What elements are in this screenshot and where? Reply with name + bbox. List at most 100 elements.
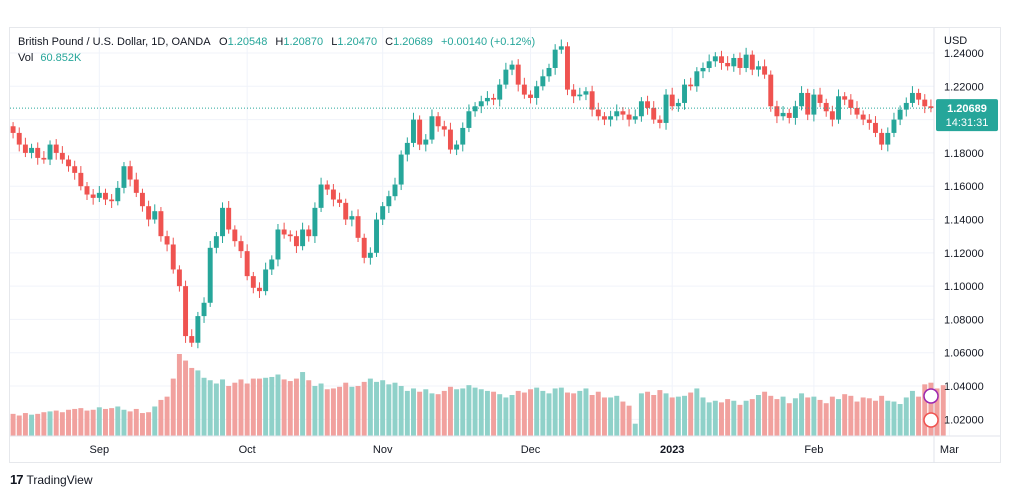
volume-bar	[700, 397, 706, 436]
candle-body	[133, 179, 139, 193]
axes: 1.240001.220001.200001.180001.160001.140…	[10, 28, 1000, 463]
volume-bar	[534, 387, 540, 436]
volume-bar	[909, 390, 915, 436]
candle-body	[454, 144, 460, 150]
volume-bar	[213, 383, 219, 436]
volume-bar	[374, 381, 379, 436]
volume-bar	[96, 407, 102, 436]
candle-body	[164, 236, 170, 245]
volume-bar	[127, 411, 133, 436]
candle-body	[417, 119, 423, 145]
volume-bar	[220, 379, 225, 436]
volume-bar	[183, 360, 189, 436]
volume-bar	[244, 383, 250, 436]
x-tick-label: Mar	[940, 444, 959, 456]
candle-body	[238, 241, 244, 252]
volume-bar	[404, 390, 410, 436]
candle-body	[35, 147, 41, 158]
candle-body	[903, 102, 909, 110]
volume-bar	[842, 394, 848, 436]
volume-bar	[72, 408, 78, 436]
candle-body	[891, 119, 897, 133]
volume-bar	[651, 395, 657, 436]
volume-bar	[589, 395, 595, 436]
candle-body	[811, 94, 817, 115]
symbol-title[interactable]: British Pound / U.S. Dollar, 1D, OANDA	[18, 36, 210, 48]
volume-value: 60.852K	[40, 52, 82, 64]
volume-bar	[922, 384, 928, 436]
candle-body	[318, 184, 324, 208]
volume-bar	[115, 406, 121, 436]
y-tick-label: 1.18000	[944, 148, 984, 160]
candle-body	[528, 94, 533, 98]
candle-body	[429, 116, 435, 140]
change-value: +0.00140 (+0.12%)	[440, 36, 536, 48]
volume-key[interactable]: Vol	[18, 52, 34, 64]
volume-bars	[10, 354, 946, 436]
volume-bar	[478, 389, 484, 436]
tradingview-brand[interactable]: 17 TradingView	[10, 472, 93, 487]
volume-bar	[392, 382, 398, 436]
candle-body	[928, 106, 934, 109]
volume-bar	[608, 397, 614, 436]
candle-body	[195, 316, 201, 343]
candle-body	[189, 336, 195, 343]
candle-body	[700, 67, 706, 72]
volume-bar	[238, 379, 244, 436]
volume-bar	[854, 401, 860, 436]
volume-bar	[540, 390, 546, 436]
candle-body	[792, 106, 798, 118]
candle-body	[250, 276, 256, 288]
volume-bar	[583, 388, 589, 436]
candle-body	[509, 64, 515, 70]
candle-body	[755, 66, 761, 70]
candle-body	[515, 64, 521, 85]
candle-body	[885, 132, 891, 145]
volume-bar	[817, 399, 823, 436]
candle-body	[817, 94, 823, 103]
candle-body	[731, 57, 737, 67]
volume-bar	[472, 387, 478, 436]
volume-bar	[349, 386, 355, 436]
last-price-label: 1.20689	[947, 103, 987, 115]
volume-bar	[706, 402, 712, 436]
volume-bar	[731, 400, 737, 436]
candle-body	[300, 229, 306, 247]
x-tick-label: Dec	[521, 444, 541, 456]
candle-body	[343, 202, 349, 220]
candle-body	[293, 236, 299, 247]
volume-bar	[866, 398, 872, 436]
volume-bar	[146, 412, 152, 436]
volume-bar	[78, 408, 84, 436]
volume-bar	[398, 385, 404, 436]
candle-body	[478, 101, 484, 107]
volume-bar	[799, 393, 805, 436]
candle-body	[491, 97, 497, 100]
ohlc-legend: British Pound / U.S. Dollar, 1D, OANDA O…	[18, 36, 535, 48]
candle-body	[909, 92, 915, 103]
volume-bar	[916, 396, 922, 436]
volume-bar	[823, 403, 829, 436]
candle-body	[306, 229, 312, 237]
volume-bar	[460, 388, 466, 436]
candle-body	[232, 229, 238, 242]
candle-body	[183, 286, 189, 337]
candle-body	[139, 192, 145, 207]
flag-marker-icon[interactable]	[923, 412, 939, 428]
candle-body	[768, 74, 774, 107]
candle-body	[41, 157, 47, 160]
candle-body	[484, 97, 490, 102]
event-marker-icon[interactable]	[923, 388, 939, 404]
candle-body	[577, 94, 583, 97]
volume-bar	[41, 412, 47, 436]
candle-body	[374, 219, 379, 253]
y-tick-label: 1.04000	[944, 381, 984, 393]
volume-bar	[571, 393, 577, 436]
volume-bar	[164, 396, 170, 436]
candle-body	[725, 62, 731, 67]
volume-bar	[411, 388, 416, 436]
candle-body	[712, 56, 718, 62]
low-key: L	[331, 36, 338, 48]
candle-body	[583, 91, 589, 95]
